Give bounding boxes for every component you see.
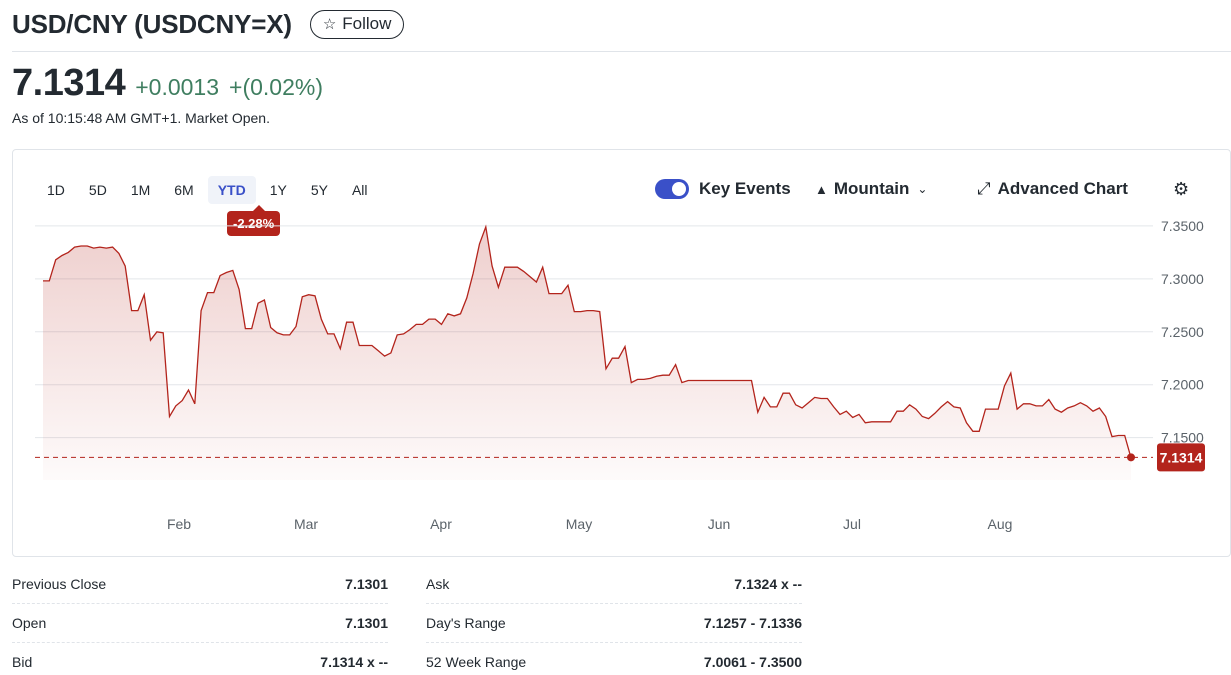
chart-type-dropdown[interactable]: ▲ Mountain ⌄ [815,179,927,199]
stat-row: Open 7.1301 [12,604,388,643]
x-tick-label: May [566,516,592,532]
stat-value: 7.1314 x -- [320,654,388,670]
toggle-switch[interactable] [655,179,689,199]
y-tick-label: 7.3500 [1161,218,1204,234]
stat-value: 7.1301 [345,615,388,631]
stat-label: 52 Week Range [426,654,527,670]
x-tick-label: Apr [430,516,452,532]
y-tick-label: 7.2500 [1161,324,1204,340]
x-tick-label: Mar [294,516,318,532]
advanced-chart-label: Advanced Chart [997,179,1128,198]
stat-row: 52 Week Range 7.0061 - 7.3500 [426,643,802,675]
chevron-down-icon: ⌄ [917,182,928,196]
expand-icon: ⤢ [977,179,991,198]
last-price-badge [1157,443,1205,472]
y-tick-label: 7.3000 [1161,271,1204,287]
gear-icon: ⚙ [1173,179,1190,199]
follow-button[interactable]: ☆ Follow [309,9,405,39]
range-selector: 1D 5D 1M 6M YTD 1Y 5Y All [37,176,382,204]
range-change-badge: -2.28% [227,205,281,236]
last-price-label: 7.1314 [1160,449,1203,465]
stat-label: Open [12,615,47,631]
stat-value: 7.1301 [345,576,388,592]
area-fill [43,226,1131,480]
stat-row: Ask 7.1324 x -- [426,565,802,604]
current-price: 7.1314 [12,62,126,104]
stats-right-column: Ask 7.1324 x -- Day's Range 7.1257 - 7.1336… [426,565,802,675]
header-divider [12,51,1231,52]
range-all[interactable]: All [351,182,368,198]
stat-value: 7.1257 - 7.1336 [703,615,802,631]
chart-card: 1D 5D 1M 6M YTD 1Y 5Y All -2.28% Key Events ▲ M… [12,149,1231,557]
stat-value: 7.0061 - 7.3500 [703,654,802,670]
advanced-chart-button[interactable]: ⤢ Advanced Chart [977,179,1128,199]
range-5y[interactable]: 5Y [310,182,328,198]
stat-label: Bid [12,654,33,670]
follow-label: Follow [342,14,392,33]
market-status: As of 10:15:48 AM GMT+1. Market Open. [12,110,270,126]
chart-type-label: Mountain [833,179,910,198]
range-1m[interactable]: 1M [130,182,151,198]
x-tick-label: Jun [708,516,731,532]
last-point-marker [1127,453,1135,462]
key-events-toggle[interactable]: Key Events [655,179,791,199]
range-5d[interactable]: 5D [88,182,107,198]
x-tick-label: Feb [167,516,191,532]
x-tick-label: Aug [988,516,1013,532]
stat-label: Day's Range [426,615,506,631]
stats-left-column: Previous Close 7.1301 Open 7.1301 Bid 7.1314 … [12,565,388,675]
price-chart[interactable]: 7.3500 7.3000 7.2500 7.2000 7.1500 Feb Mar Apr M… [13,150,1231,558]
stat-label: Previous Close [12,576,107,592]
key-events-label: Key Events [699,179,791,198]
star-icon: ☆ [322,16,337,33]
chart-settings-button[interactable]: ⚙ [1173,179,1189,200]
page-title: USD/CNY (USDCNY=X) [12,8,292,39]
range-1y[interactable]: 1Y [269,182,287,198]
range-ytd[interactable]: YTD [207,176,256,204]
stat-label: Ask [426,576,450,592]
x-tick-label: Jul [843,516,861,532]
series-line [43,224,1132,458]
price-change-percent: +(0.02%) [229,74,323,100]
y-tick-label: 7.1500 [1161,430,1204,446]
mountain-icon: ▲ [815,181,828,197]
stat-value: 7.1324 x -- [734,576,802,592]
quote-price-block: 7.1314 +0.0013 +(0.02%) [12,62,323,105]
range-6m[interactable]: 6M [174,182,194,198]
range-1d[interactable]: 1D [47,182,65,198]
stat-row: Day's Range 7.1257 - 7.1336 [426,604,802,643]
stat-row: Bid 7.1314 x -- [12,643,388,675]
y-tick-label: 7.2000 [1161,377,1204,393]
quote-header: USD/CNY (USDCNY=X) ☆ Follow [12,6,405,42]
stat-row: Previous Close 7.1301 [12,565,388,604]
price-change: +0.0013 [135,74,220,100]
